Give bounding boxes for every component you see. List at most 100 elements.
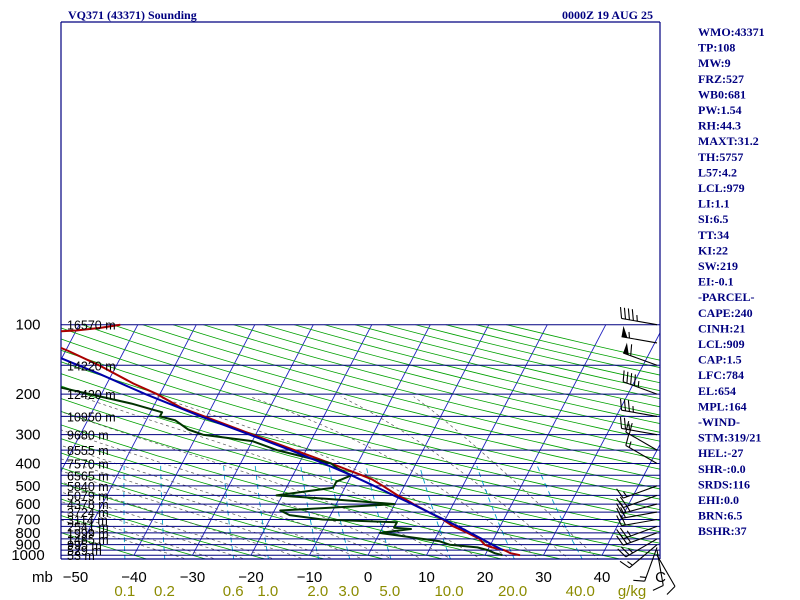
temp-tick-label: 40: [594, 569, 611, 586]
index-entry: -PARCEL-: [698, 290, 754, 304]
wind-barb: [625, 434, 658, 464]
index-entry: CAPE:240: [698, 306, 753, 320]
pressure-tick-label: 900: [15, 537, 40, 554]
pressure-tick-label: 500: [15, 478, 40, 495]
wind-barb: [622, 342, 658, 366]
mixing-ratio-line: [160, 465, 166, 559]
index-entry: EI:-0.1: [698, 275, 734, 289]
height-label: 4378 m: [67, 498, 109, 512]
mixing-ratio-line: [254, 465, 269, 559]
mixing-ratio-line: [123, 465, 126, 559]
index-entry: MPL:164: [698, 399, 747, 413]
isotherm-line: [75, 324, 197, 556]
moist-adiabat: [61, 444, 394, 559]
index-entry: TP:108: [698, 41, 735, 55]
pressure-tick-label: 100: [15, 317, 40, 334]
moist-adiabat: [61, 519, 188, 559]
sounding-time: 0000Z 19 AUG 25: [562, 8, 653, 22]
parcel-profile: [61, 357, 504, 551]
index-entry: KI:22: [698, 243, 728, 257]
height-label: 14220 m: [67, 359, 116, 373]
index-entry: LCL:909: [698, 337, 745, 351]
index-entry: L57:4.2: [698, 165, 737, 179]
dry-adiabat: [82, 324, 660, 480]
isotherm-line: [250, 324, 373, 556]
temp-tick-label: 30: [535, 569, 552, 586]
index-entry: -WIND-: [698, 415, 740, 429]
height-label: 5079 m: [67, 489, 109, 503]
isotherm-line: [192, 324, 314, 556]
wind-barb: [617, 538, 658, 558]
dry-adiabat: [61, 338, 660, 500]
index-entry: CINH:21: [698, 321, 745, 335]
mixing-ratio-line: [476, 465, 515, 559]
dry-adiabat: [61, 385, 660, 544]
mixing-ratio-label: 0.1: [114, 583, 135, 600]
mixing-ratio-line: [536, 465, 583, 559]
dry-adiabat: [61, 373, 660, 533]
height-label: 8555 m: [67, 444, 109, 458]
wind-barb: [633, 547, 658, 582]
dry-adiabat: [61, 467, 386, 559]
mixing-ratio-line: [300, 465, 320, 559]
temp-tick-label: C: [655, 569, 666, 586]
index-entry: LFC:784: [698, 368, 744, 382]
height-label: 1999 m: [67, 527, 109, 541]
wind-barb: [619, 398, 658, 417]
index-entry: EL:654: [698, 384, 736, 398]
isotherm-line: [367, 324, 490, 556]
temp-tick-label: 20: [477, 569, 494, 586]
moist-adiabat: [61, 510, 217, 559]
height-label: 12420 m: [67, 388, 116, 402]
pressure-tick-label: 700: [15, 511, 40, 528]
wind-barb: [616, 532, 658, 546]
wind-barb: [656, 554, 676, 595]
wind-barb: [619, 417, 658, 436]
dry-adiabat: [61, 438, 504, 559]
height-label: 7570 m: [67, 457, 109, 471]
mixing-ratio-label: 5.0: [379, 583, 400, 600]
pressure-tick-label: 600: [15, 496, 40, 513]
wind-barb: [619, 307, 658, 326]
moist-adiabat: [61, 481, 305, 559]
temp-tick-label: −50: [63, 569, 88, 586]
dry-adiabat: [233, 324, 660, 433]
dry-adiabat: [61, 482, 326, 559]
index-entry: LI:1.1: [698, 197, 730, 211]
height-label: 16570 m: [67, 319, 116, 333]
temp-tick-label: −20: [238, 569, 263, 586]
index-entry: MW:9: [698, 56, 731, 70]
mixing-ratio-label: 0.6: [223, 583, 244, 600]
moist-adiabat: [340, 396, 570, 559]
wind-barb: [616, 525, 658, 540]
height-label: 3724 m: [67, 506, 109, 520]
mixing-ratio-line: [328, 465, 351, 559]
dry-adiabat: [203, 324, 660, 442]
height-label: 6565 m: [67, 469, 109, 483]
dry-adiabat: [142, 324, 660, 460]
index-entry: CAP:1.5: [698, 353, 742, 367]
height-label: 5840 m: [67, 480, 109, 494]
height-label: 995 m: [67, 539, 102, 553]
mixing-ratio-label: 40.0: [566, 583, 595, 600]
moist-adiabat: [61, 411, 452, 559]
index-entry: SRDS:116: [698, 477, 750, 491]
pressure-tick-label: 800: [15, 525, 40, 542]
temp-tick-label: −40: [121, 569, 146, 586]
chart-title: VQ371 (43371) Sounding: [68, 8, 197, 22]
wind-barb: [619, 544, 658, 569]
height-label: 2541 m: [67, 520, 109, 534]
index-entry: WB0:681: [698, 87, 746, 101]
height-label: 9680 m: [67, 429, 109, 443]
temp-tick-label: 10: [418, 569, 435, 586]
mixing-ratio-unit: g/kg: [618, 583, 646, 600]
dry-adiabat: [61, 361, 660, 522]
wind-barb: [652, 549, 664, 591]
index-entry: BSHR:37: [698, 524, 747, 538]
index-entry: MAXT:31.2: [698, 134, 759, 148]
mixing-ratio-label: 3.0: [338, 583, 359, 600]
pressure-tick-label: 300: [15, 427, 40, 444]
pressure-unit-label: mb: [32, 569, 53, 586]
temp-tick-label: −30: [180, 569, 205, 586]
